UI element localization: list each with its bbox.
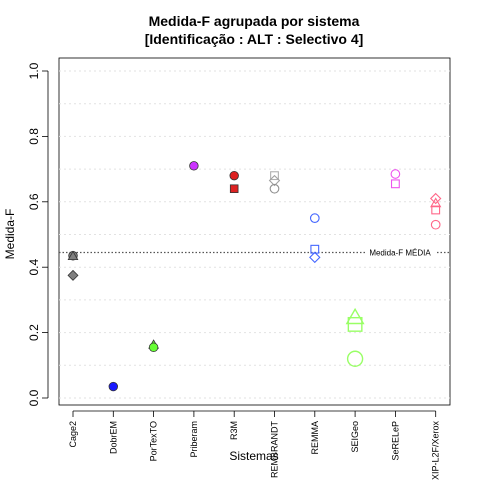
y-tick-label: 0.8 <box>27 128 41 145</box>
x-tick-label: DobrEM <box>108 421 118 454</box>
data-point-square <box>347 316 363 332</box>
y-tick-label: 0.2 <box>27 324 41 341</box>
data-point-square <box>229 184 239 193</box>
data-point-triangle <box>430 197 442 208</box>
data-point-circle <box>390 169 401 179</box>
data-point-diamond <box>309 251 321 264</box>
grid-lines <box>59 70 450 399</box>
x-tick-label: Cage2 <box>68 421 78 448</box>
x-tick-label: REMBRANDT <box>270 421 280 479</box>
x-tick-label: PorTexTO <box>149 421 159 461</box>
data-point-diamond <box>67 269 79 281</box>
y-tick-label: 0.0 <box>27 389 41 406</box>
y-tick-label: 0.4 <box>27 259 41 276</box>
x-tick-label: R3M <box>229 421 239 440</box>
x-tick-label: SEIGeo <box>350 421 360 453</box>
data-point-square <box>390 179 400 189</box>
data-point-circle <box>309 213 320 223</box>
y-axis-label: Medida-F <box>3 209 17 260</box>
data-point-square <box>431 205 441 215</box>
data-point-square <box>270 171 279 181</box>
x-tick-label: SeRELeP <box>390 421 400 461</box>
average-reference-label: Medida-F MÉDIA <box>369 248 431 257</box>
x-tick-label: REMMA <box>310 421 320 455</box>
data-point-circle <box>108 381 119 392</box>
reference-label-background <box>365 247 437 258</box>
reference-line-group: Medida-F MÉDIA <box>59 247 450 258</box>
data-points <box>67 161 442 392</box>
data-point-circle <box>148 342 159 353</box>
plot-frame <box>58 57 451 406</box>
data-point-diamond <box>268 174 281 187</box>
x-tick-label: XIP-L2F/Xerox <box>431 421 441 480</box>
chart-subtitle: [Identificação : ALT : Selectivo 4] <box>145 31 364 47</box>
data-point-triangle <box>67 250 79 261</box>
data-point-circle <box>430 219 441 230</box>
data-point-diamond <box>429 192 442 205</box>
data-point-circle <box>269 183 280 194</box>
y-axis: 0.0 0.2 0.4 0.6 0.8 1.0 <box>27 62 49 406</box>
x-axis-label: Sistemas <box>229 449 278 463</box>
data-point-circle <box>189 161 199 171</box>
chart-title: Medida-F agrupada por sistema <box>149 13 360 29</box>
data-point-circle <box>346 350 364 367</box>
y-tick-label: 1.0 <box>27 62 41 79</box>
data-point-triangle <box>345 307 365 325</box>
x-tick-label: Priberam <box>189 421 199 458</box>
x-axis: Cage2 DobrEM PorTexTO Priberam R3M REMBRANDT R… <box>68 410 441 480</box>
data-point-circle <box>229 170 239 181</box>
y-tick-label: 0.6 <box>27 193 41 210</box>
